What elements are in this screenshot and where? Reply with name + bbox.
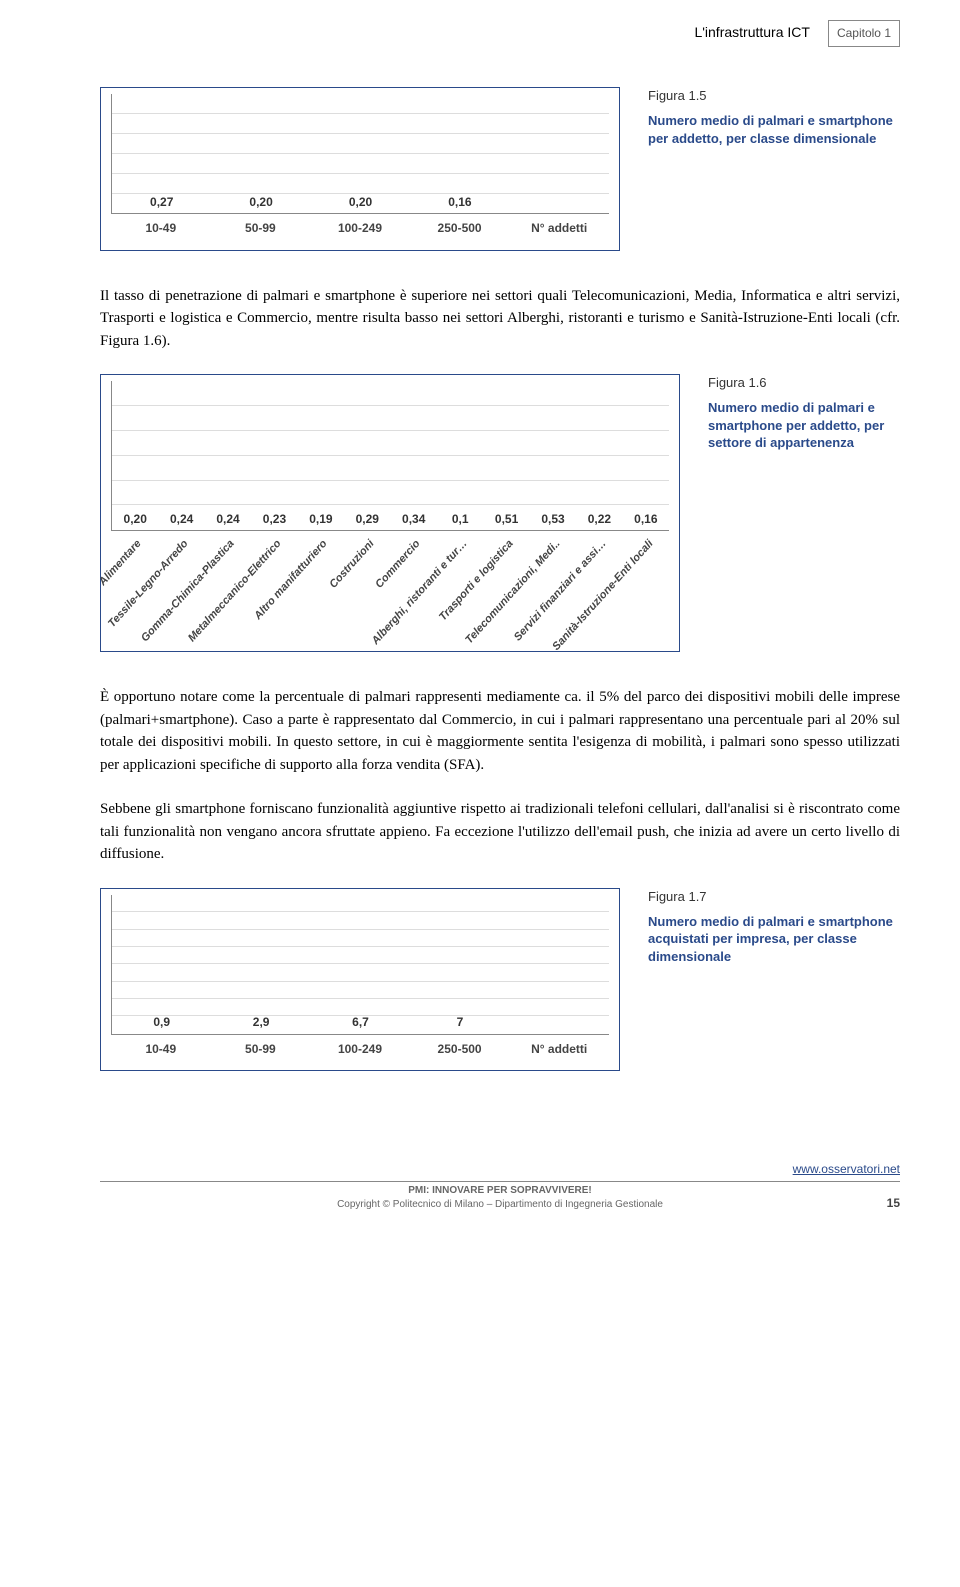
chart-1-bars: 0,27 0,20 0,20 0,16 <box>111 94 609 214</box>
bar-value-label: 0,27 <box>150 194 173 211</box>
bar-value-label: 0,51 <box>495 511 518 528</box>
xaxis-label: N° addetti <box>509 1041 609 1058</box>
figure-1-5-caption: Figura 1.5 Numero medio di palmari e sma… <box>648 87 900 147</box>
xaxis-label: 50-99 <box>211 1041 311 1058</box>
bar-value-label: 0,24 <box>170 511 193 528</box>
figure-1-7: 0,9 2,9 6,7 7 10-4950-99100-249250-500N° ad… <box>100 888 900 1071</box>
figure-label: Figura 1.6 <box>708 374 900 393</box>
bar-value-label: 0,34 <box>402 511 425 528</box>
chart-2-bars: 0,20 0,24 0,24 0,23 0,19 0,29 0,34 0,1 0,51 0,53 0… <box>111 381 669 531</box>
figure-1-6: 0,20 0,24 0,24 0,23 0,19 0,29 0,34 0,1 0,51 0,53 0… <box>100 374 900 652</box>
chart-3: 0,9 2,9 6,7 7 10-4950-99100-249250-500N° ad… <box>100 888 620 1071</box>
chart-2: 0,20 0,24 0,24 0,23 0,19 0,29 0,34 0,1 0,51 0,53 0… <box>100 374 680 652</box>
figure-desc: Numero medio di palmari e smartphone acq… <box>648 913 900 966</box>
xaxis-label: N° addetti <box>509 220 609 237</box>
bar-value-label: 0,53 <box>541 511 564 528</box>
xaxis-label: 100-249 <box>310 1041 410 1058</box>
figure-label: Figura 1.5 <box>648 87 900 106</box>
bar-value-label: 0,20 <box>249 194 272 211</box>
bar-value-label: 0,20 <box>349 194 372 211</box>
xaxis-label: Sanità-Istruzione-Enti locali <box>623 531 670 651</box>
bar-value-label: 0,16 <box>634 511 657 528</box>
bar-value-label: 0,20 <box>124 511 147 528</box>
xaxis-label: 10-49 <box>111 220 211 237</box>
page-number: 15 <box>870 1195 900 1212</box>
figure-desc: Numero medio di palmari e smartphone per… <box>648 112 900 147</box>
figure-1-7-caption: Figura 1.7 Numero medio di palmari e sma… <box>648 888 900 965</box>
bar-value-label: 7 <box>457 1014 464 1031</box>
footer-url: www.osservatori.net <box>100 1161 900 1181</box>
bar-value-label: 0,22 <box>588 511 611 528</box>
bar-value-label: 0,19 <box>309 511 332 528</box>
chart-1: 0,27 0,20 0,20 0,16 10-4950-99100-249250-50… <box>100 87 620 250</box>
xaxis-label: 10-49 <box>111 1041 211 1058</box>
page-header: L'infrastruttura ICT Capitolo 1 <box>100 20 900 47</box>
figure-label: Figura 1.7 <box>648 888 900 907</box>
bar-value-label: 0,29 <box>356 511 379 528</box>
xaxis-label: 250-500 <box>410 220 510 237</box>
bar-value-label: 0,9 <box>153 1014 170 1031</box>
section-title: L'infrastruttura ICT <box>694 22 810 42</box>
bar-value-label: 2,9 <box>253 1014 270 1031</box>
figure-1-6-caption: Figura 1.6 Numero medio di palmari e sma… <box>708 374 900 451</box>
bar-value-label: 0,23 <box>263 511 286 528</box>
bar-value-label: 0,1 <box>452 511 469 528</box>
bar-value-label: 0,16 <box>448 194 471 211</box>
figure-desc: Numero medio di palmari e smartphone per… <box>708 399 900 452</box>
bar-value-label: 0,24 <box>216 511 239 528</box>
figure-1-5: 0,27 0,20 0,20 0,16 10-4950-99100-249250-50… <box>100 87 900 250</box>
footer-line-1: PMI: INNOVARE PER SOPRAVVIVERE! <box>130 1184 870 1199</box>
paragraph-1: Il tasso di penetrazione di palmari e sm… <box>100 285 900 353</box>
xaxis-label: 250-500 <box>410 1041 510 1058</box>
paragraph-3: Sebbene gli smartphone forniscano funzio… <box>100 798 900 866</box>
chart-1-xaxis: 10-4950-99100-249250-500N° addetti <box>111 220 609 237</box>
chart-3-bars: 0,9 2,9 6,7 7 <box>111 895 609 1035</box>
chart-3-xaxis: 10-4950-99100-249250-500N° addetti <box>111 1041 609 1058</box>
xaxis-label: 100-249 <box>310 220 410 237</box>
xaxis-label: 50-99 <box>211 220 311 237</box>
paragraph-2: È opportuno notare come la percentuale d… <box>100 686 900 776</box>
chapter-badge: Capitolo 1 <box>828 20 900 47</box>
chart-2-xaxis: AlimentareTessile-Legno-ArredoGomma-Chim… <box>111 531 669 651</box>
bar-value-label: 6,7 <box>352 1014 369 1031</box>
page-footer: www.osservatori.net PMI: INNOVARE PER SO… <box>100 1161 900 1212</box>
footer-line-2: Copyright © Politecnico di Milano – Dipa… <box>130 1198 870 1213</box>
